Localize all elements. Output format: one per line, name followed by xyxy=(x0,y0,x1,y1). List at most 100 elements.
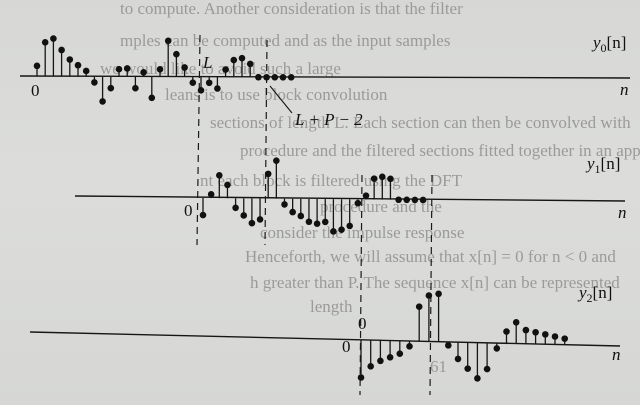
y0-sample-dot xyxy=(50,35,57,42)
background-text-line: length xyxy=(310,297,353,316)
y1-sample-dot xyxy=(411,196,419,204)
y2-sample-dot xyxy=(561,335,568,342)
y2-sample-dot xyxy=(503,328,510,335)
y0-axis xyxy=(19,75,631,79)
y0-stems xyxy=(33,35,295,105)
y0-sample-dot xyxy=(99,98,106,105)
y2-sample-dot xyxy=(551,333,559,340)
y2-origin-label-upper: 0 xyxy=(358,314,367,333)
y1-stems xyxy=(199,157,427,235)
y1-sample-dot xyxy=(264,170,272,178)
background-text-line: Henceforth, we will assume that x[n] = 0… xyxy=(245,247,616,266)
y2-origin-label: 0 xyxy=(342,337,351,356)
background-text-line: procedure and the filtered sections fitt… xyxy=(240,141,640,160)
background-text-line: nt each block is filtered using the DFT xyxy=(200,171,463,190)
y0-sample-dot xyxy=(287,74,295,81)
y2-sample-dot xyxy=(532,328,539,336)
y1-sample-dot xyxy=(379,173,386,181)
y0-sample-dot xyxy=(230,56,238,64)
y0-sample-dot xyxy=(255,73,262,81)
y1-sample-dot xyxy=(387,175,394,183)
boundary-LP2-line xyxy=(264,39,268,246)
background-text-line: we would like to avoid such a large xyxy=(100,59,341,78)
y2-sample-dot xyxy=(542,331,549,338)
y2-sample-dot xyxy=(435,290,442,298)
y1-axis xyxy=(74,195,626,202)
y2-sample-dot xyxy=(464,365,472,372)
y2-stems xyxy=(357,290,568,382)
y2-sample-dot xyxy=(367,363,375,370)
y2-sample-dot xyxy=(377,357,384,365)
y2-sample-dot xyxy=(512,318,520,326)
y2-sample-dot xyxy=(454,355,462,363)
y1-sample-dot xyxy=(330,228,337,235)
y0-origin-label: 0 xyxy=(31,81,40,100)
y1-sample-dot xyxy=(224,181,231,189)
y2-sample-dot xyxy=(474,375,481,382)
y1-sample-dot xyxy=(419,196,427,204)
y0-axis-n-label: n xyxy=(620,80,629,99)
y1-sample-dot xyxy=(256,216,264,223)
y2-sample-dot xyxy=(415,303,423,310)
y0-sample-dot xyxy=(263,73,270,81)
y0-sample-dot xyxy=(238,54,246,62)
y0-sample-dot xyxy=(132,84,139,92)
L-label: L xyxy=(202,53,212,72)
y2-axis-n-label: n xyxy=(612,345,621,364)
LP2-leader-line xyxy=(269,85,293,114)
y0-sample-dot xyxy=(58,46,65,54)
y0-sample-dot xyxy=(74,61,82,69)
y0-sample-dot xyxy=(148,94,156,102)
y1-sample-dot xyxy=(395,196,402,204)
y2-sample-dot xyxy=(386,353,394,361)
background-text-line: mples can be computed and as the input s… xyxy=(120,31,450,50)
y2-sample-dot xyxy=(522,326,530,334)
background-text-line: procedure and the xyxy=(320,197,442,216)
y0-sample-dot xyxy=(189,79,197,87)
y1-sample-dot xyxy=(403,196,411,204)
y0-sample-dot xyxy=(279,74,287,81)
boundary-2LP2-line xyxy=(429,174,433,396)
y1-sample-dot xyxy=(281,201,288,208)
y1-sample-dot xyxy=(313,220,321,228)
y1-sample-dot xyxy=(232,204,239,212)
y0-sample-dot xyxy=(156,66,164,73)
y0-sample-dot xyxy=(41,39,49,46)
y2-sample-dot xyxy=(445,342,452,349)
y0-sample-dot xyxy=(82,67,90,75)
y2-sample-dot xyxy=(406,343,413,350)
background-text-line: 61 xyxy=(430,357,447,376)
y0-sample-dot xyxy=(246,60,254,68)
background-text-line: to compute. Another consideration is tha… xyxy=(120,0,463,18)
y0-sample-dot xyxy=(123,65,131,72)
y1-sample-dot xyxy=(305,218,313,226)
y2-sample-dot xyxy=(357,374,365,381)
y0-sample-dot xyxy=(66,56,74,63)
y1-sample-dot xyxy=(207,190,215,198)
y2-sample-dot xyxy=(493,345,501,352)
y2-axis xyxy=(29,331,621,347)
y1-sample-dot xyxy=(199,211,207,219)
y0-sample-dot xyxy=(214,85,221,92)
y1-sample-dot xyxy=(370,175,378,182)
y1-sample-dot xyxy=(248,219,256,227)
y0-sample-dot xyxy=(91,79,98,86)
y1-sample-dot xyxy=(321,218,329,226)
y0-sample-dot xyxy=(164,37,172,45)
y0-sample-dot xyxy=(33,62,41,70)
background-text-line: consider the impulse response xyxy=(260,223,464,242)
y1-sample-dot xyxy=(273,157,280,164)
y0-sample-dot xyxy=(197,87,205,94)
y1-axis-n-label: n xyxy=(618,203,627,222)
y1-sample-dot xyxy=(346,222,354,230)
y1-sample-dot xyxy=(216,172,223,179)
y1-title: y1[n] xyxy=(585,154,620,176)
background-text-line: sections of length L. Each section can t… xyxy=(210,113,631,132)
boundary-2L-line xyxy=(359,174,363,396)
LP2-label: L + P − 2 xyxy=(294,110,363,129)
y0-sample-dot xyxy=(107,84,115,92)
y0-title: y0[n] xyxy=(591,33,626,55)
y0-sample-dot xyxy=(271,73,279,81)
